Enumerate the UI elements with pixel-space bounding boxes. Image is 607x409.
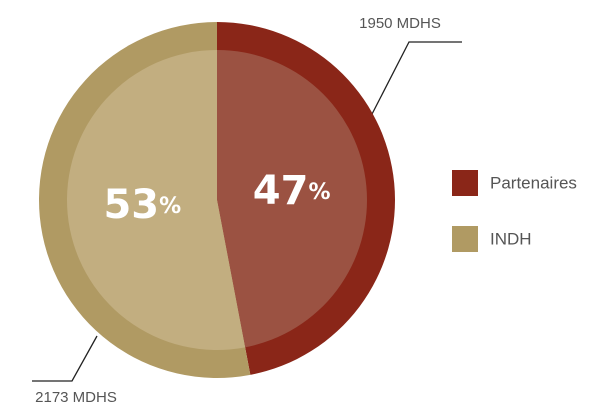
legend-swatch bbox=[452, 226, 478, 252]
pie-slice-inner bbox=[67, 50, 246, 350]
callout-line bbox=[32, 335, 98, 382]
legend-label: Partenaires bbox=[490, 173, 577, 192]
annotation: 2173 MDHS bbox=[35, 389, 117, 406]
callout-lines bbox=[32, 41, 462, 382]
pie-slice-inner bbox=[217, 50, 368, 348]
data-label: 53% bbox=[103, 182, 181, 228]
pie bbox=[39, 22, 396, 378]
legend-label: INDH bbox=[490, 229, 532, 248]
callout-line bbox=[369, 41, 462, 119]
data-label: 47% bbox=[253, 168, 331, 214]
annotation: 1950 MDHS bbox=[359, 15, 441, 32]
legend-swatch bbox=[452, 170, 478, 196]
